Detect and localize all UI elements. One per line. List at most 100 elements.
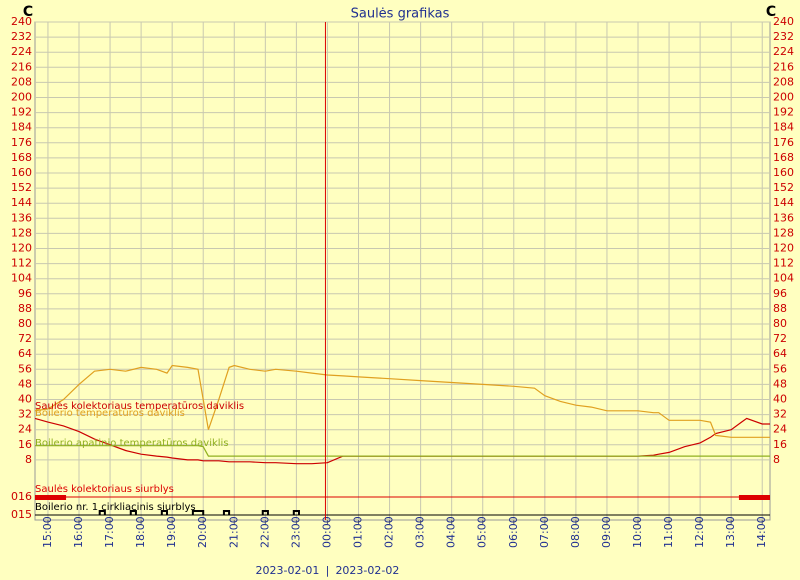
y-tick-label: 48 (18, 377, 32, 390)
y-tick-label: 136 (11, 211, 32, 224)
y-tick-label-right: 144 (773, 196, 794, 209)
y-tick-label-right: 48 (773, 377, 787, 390)
x-tick-label: 06:00 (507, 516, 520, 548)
y-tick-label-right: 224 (773, 45, 794, 58)
x-tick-label: 14:00 (755, 516, 768, 548)
x-tick-label: 17:00 (103, 516, 116, 548)
y-tick-label: 80 (18, 317, 32, 330)
x-tick-label: 09:00 (600, 516, 613, 548)
y-tick-label: 208 (11, 75, 32, 88)
x-tick-label: 12:00 (693, 516, 706, 548)
y-tick-label-right: 128 (773, 226, 794, 239)
y-tick-label-right: 64 (773, 347, 787, 360)
y-tick-label: 128 (11, 226, 32, 239)
y-tick-label: 24 (18, 423, 32, 436)
status-name: Boilerio nr. 1 cirkliacinis siurblys (35, 502, 196, 513)
y-tick-label-right: 88 (773, 302, 787, 315)
y-tick-label-right: 32 (773, 408, 787, 421)
status-pulse (261, 510, 269, 515)
y-tick-label: 200 (11, 91, 32, 104)
y-tick-label: 168 (11, 151, 32, 164)
x-tick-label: 03:00 (414, 516, 427, 548)
y-tick-label: 96 (18, 287, 32, 300)
y-tick-label-right: 216 (773, 60, 794, 73)
y-tick-label: 120 (11, 242, 32, 255)
y-tick-label-right: 240 (773, 15, 794, 28)
chart-title: Saulės grafikas (351, 7, 450, 22)
y-tick-label: 160 (11, 166, 32, 179)
y-tick-label-right: 96 (773, 287, 787, 300)
x-tick-label: 05:00 (476, 516, 489, 548)
y-tick-label: 32 (18, 408, 32, 421)
y-tick-label-right: 112 (773, 257, 794, 270)
y-tick-label-right: 176 (773, 136, 794, 149)
date-label: 2023-02-01 (256, 564, 320, 577)
right-unit: C (766, 4, 776, 20)
date-separator: | (326, 564, 330, 577)
status-on (738, 495, 770, 500)
status-code: 016 (11, 490, 32, 503)
x-tick-label: 21:00 (227, 516, 240, 548)
y-tick-label-right: 192 (773, 106, 794, 119)
x-tick-label: 18:00 (134, 516, 147, 548)
y-tick-label-right: 136 (773, 211, 794, 224)
series-label: Boilerio temperatūros daviklis (35, 408, 185, 419)
x-tick-label: 16:00 (72, 516, 85, 548)
y-tick-label-right: 80 (773, 317, 787, 330)
series-line (34, 364, 770, 438)
x-tick-label: 22:00 (258, 516, 271, 548)
status-on (35, 495, 67, 500)
y-tick-label-right: 72 (773, 332, 787, 345)
y-tick-label: 232 (11, 30, 32, 43)
x-tick-label: 00:00 (320, 516, 333, 548)
x-tick-label: 15:00 (41, 516, 54, 548)
x-tick-label: 04:00 (445, 516, 458, 548)
y-tick-label: 184 (11, 121, 32, 134)
y-tick-label: 64 (18, 347, 32, 360)
y-tick-label-right: 104 (773, 272, 794, 285)
status-pulse (222, 510, 231, 515)
plot-area (34, 21, 771, 521)
y-tick-label: 56 (18, 362, 32, 375)
y-tick-label: 240 (11, 15, 32, 28)
x-tick-label: 19:00 (165, 516, 178, 548)
y-tick-label: 144 (11, 196, 32, 209)
x-tick-label: 07:00 (538, 516, 551, 548)
y-tick-label-right: 24 (773, 423, 787, 436)
series-line (35, 445, 770, 457)
y-tick-label: 224 (11, 45, 32, 58)
y-tick-label: 216 (11, 60, 32, 73)
y-tick-label: 192 (11, 106, 32, 119)
x-tick-label: 23:00 (289, 516, 302, 548)
x-tick-label: 10:00 (631, 516, 644, 548)
status-pulse (292, 510, 300, 515)
y-tick-label-right: 40 (773, 393, 787, 406)
y-tick-label-right: 200 (773, 91, 794, 104)
y-tick-label: 152 (11, 181, 32, 194)
status-pulse (129, 510, 137, 515)
status-pulse (191, 510, 205, 515)
series-label: Saulės kolektoriaus temperatūros davikli… (35, 401, 244, 412)
y-tick-label-right: 160 (773, 166, 794, 179)
left-unit: C (23, 4, 33, 20)
date-label: 2023-02-02 (335, 564, 399, 577)
x-tick-label: 11:00 (662, 516, 675, 548)
status-pulse (98, 510, 106, 515)
y-tick-label: 72 (18, 332, 32, 345)
x-tick-label: 20:00 (196, 516, 209, 548)
x-tick-label: 08:00 (569, 516, 582, 548)
x-tick-label: 13:00 (724, 516, 737, 548)
y-tick-label: 112 (11, 257, 32, 270)
series-label: Boilerio apatinio temperatūros daviklis (35, 438, 229, 449)
y-tick-label: 8 (25, 453, 32, 466)
y-tick-label-right: 184 (773, 121, 794, 134)
y-tick-label-right: 16 (773, 438, 787, 451)
x-tick-label: 01:00 (352, 516, 365, 548)
y-tick-label-right: 168 (773, 151, 794, 164)
x-tick-label: 02:00 (383, 516, 396, 548)
status-code: 015 (11, 508, 32, 521)
y-tick-label-right: 56 (773, 362, 787, 375)
y-tick-label-right: 208 (773, 75, 794, 88)
y-tick-label: 104 (11, 272, 32, 285)
